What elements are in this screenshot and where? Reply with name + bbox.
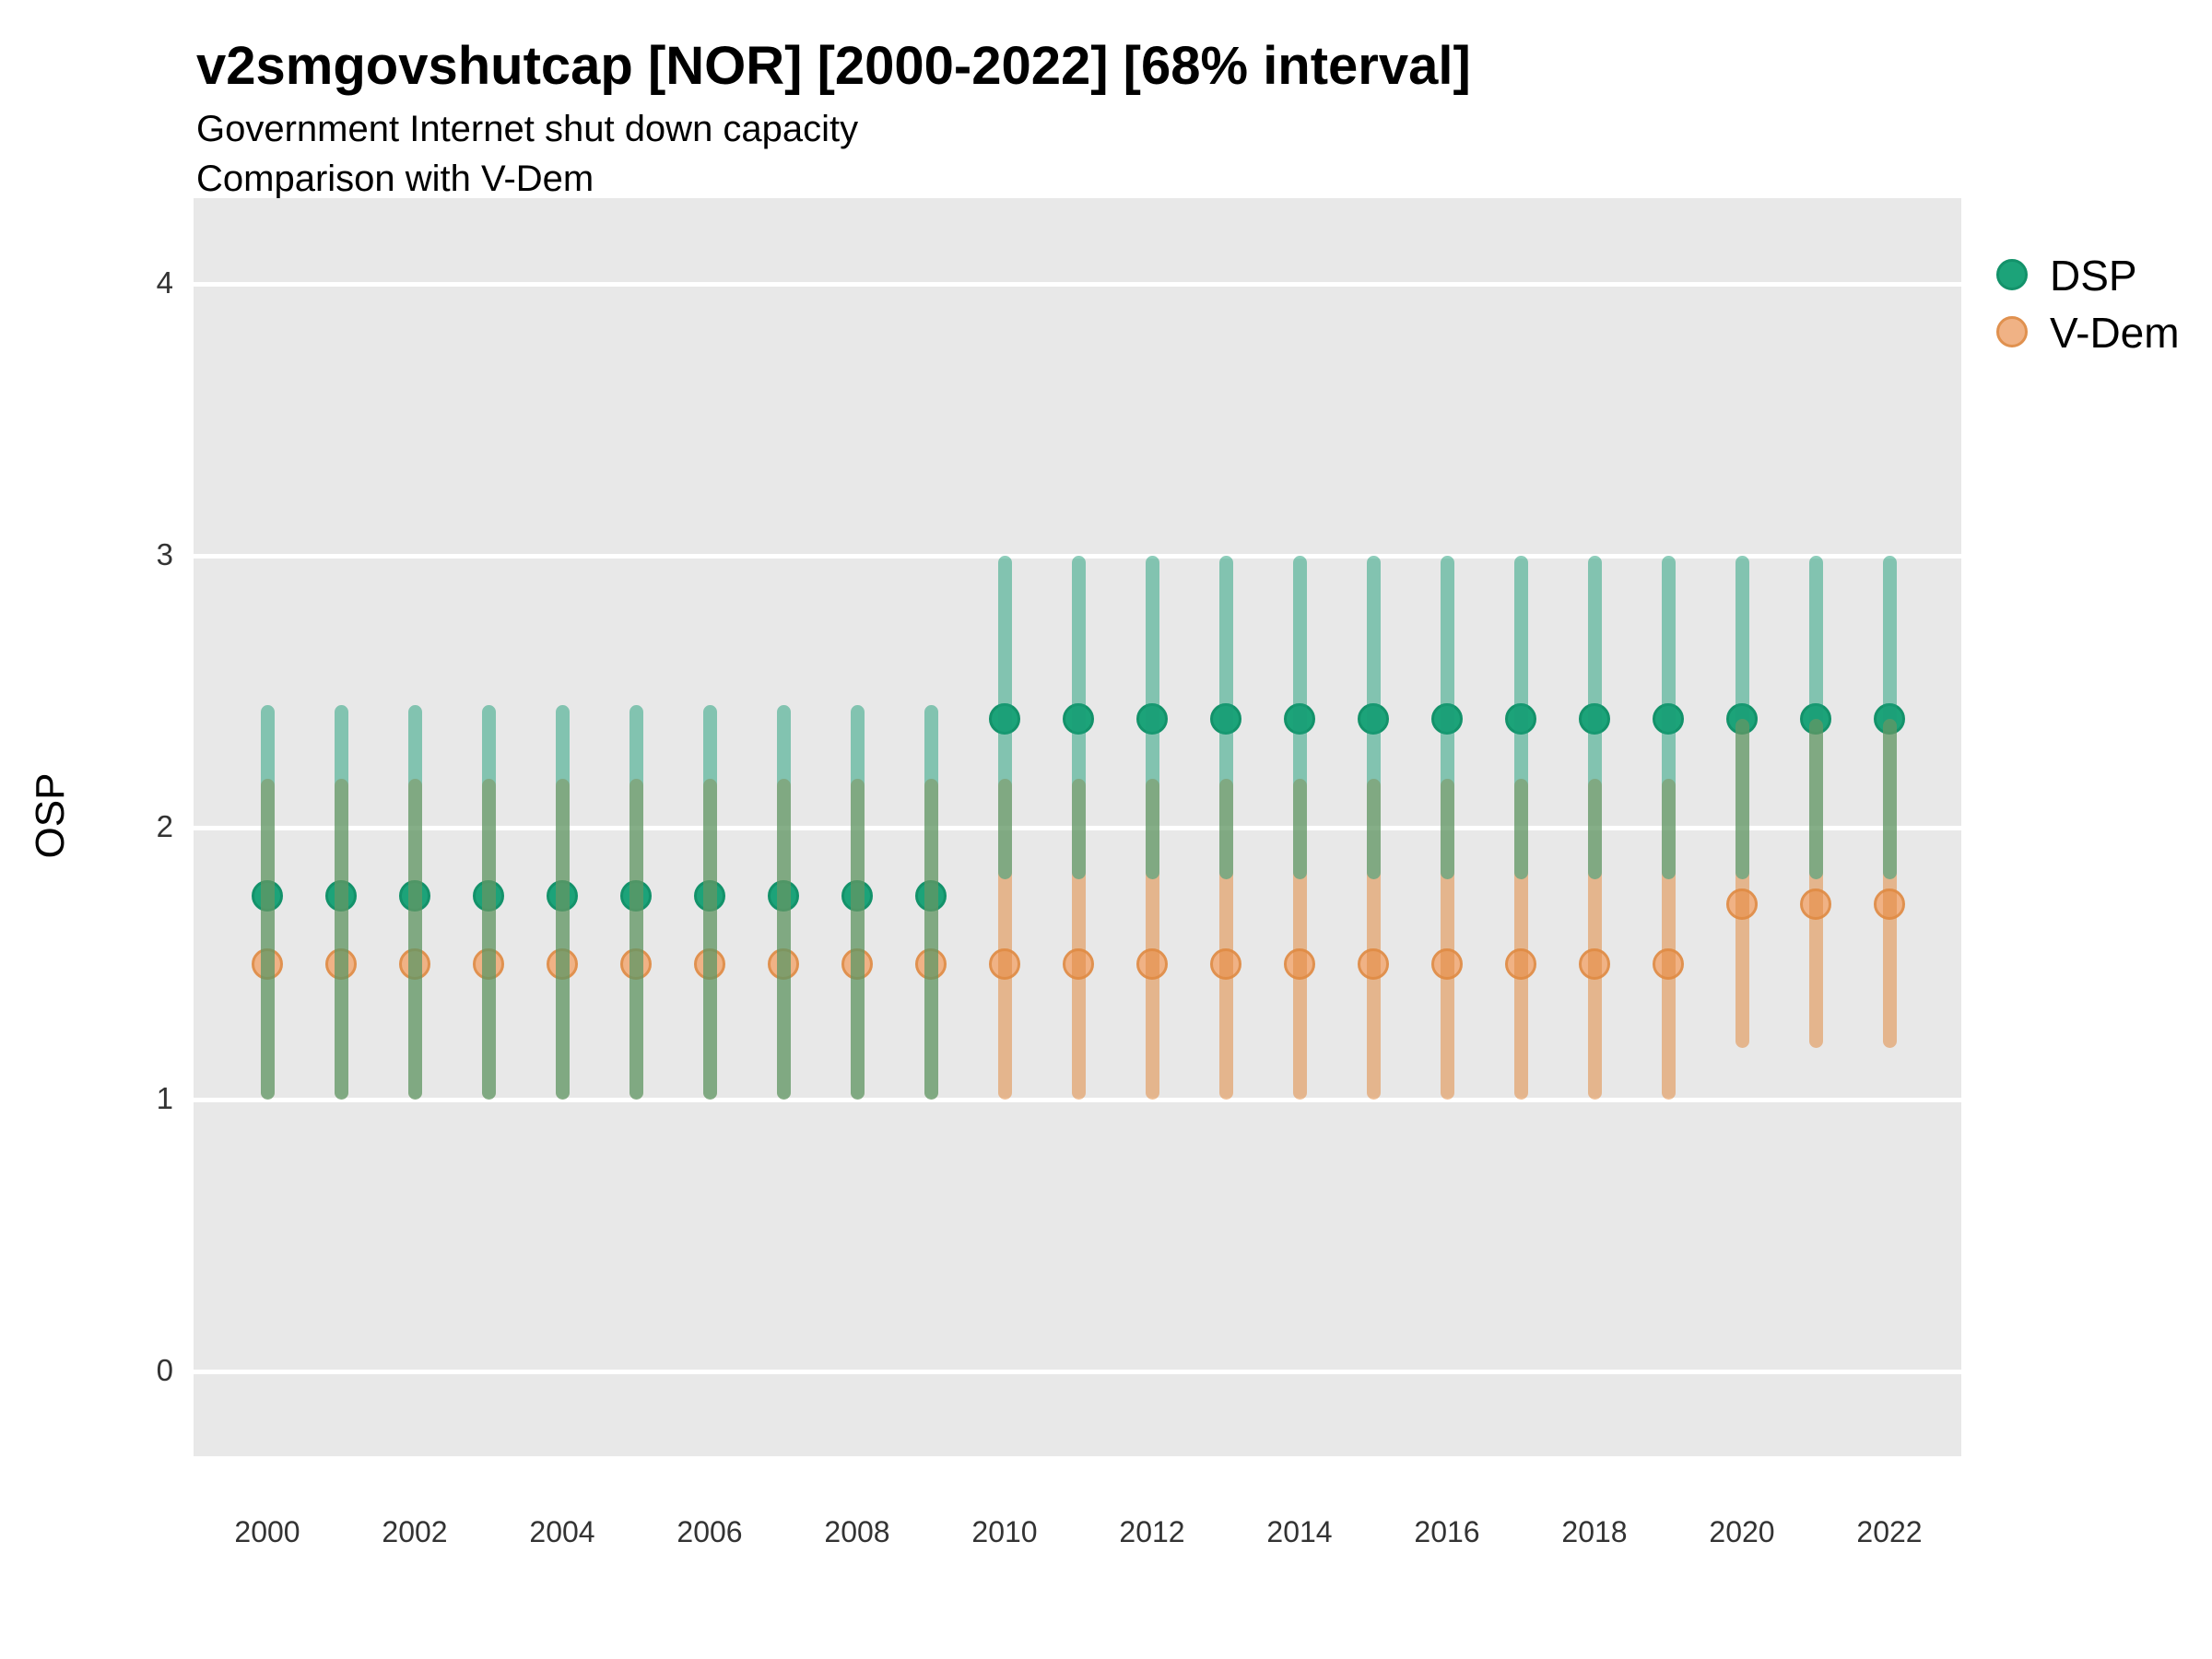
dsp-interval-2016 [1440,556,1454,880]
dsp-interval-2014 [1292,556,1307,880]
dsp-interval-2007 [776,705,791,1100]
gridline-y-1 [194,1097,1961,1102]
x-tick-label-2010: 2010 [971,1515,1038,1548]
x-tick-label-2002: 2002 [382,1515,448,1548]
legend-vdem-dot [1996,316,2028,347]
dsp-interval-2000 [260,705,275,1100]
x-tick-label-2008: 2008 [824,1515,890,1548]
y-tick-label-4: 4 [156,265,173,300]
x-tick-label-2014: 2014 [1266,1515,1333,1548]
dsp-interval-2018 [1587,556,1602,880]
y-tick-label-1: 1 [156,1081,173,1115]
chart-subtitle: Government Internet shut down capacity [196,109,859,149]
dsp-interval-2019 [1661,556,1676,880]
gridline-y-0 [194,1369,1961,1374]
chart-title: v2smgovshutcap [NOR] [2000-2022] [68% in… [196,36,1471,96]
x-tick-label-2006: 2006 [677,1515,743,1548]
dsp-interval-2021 [1808,556,1823,880]
dsp-interval-2006 [702,705,717,1100]
y-axis-title: OSP [28,772,73,859]
dsp-interval-2013 [1218,556,1233,880]
dsp-interval-2010 [997,556,1012,880]
dsp-interval-2004 [555,705,570,1100]
legend-dsp-label: DSP [2050,252,2137,300]
y-tick-label-3: 3 [156,537,173,571]
chart-subtitle-comparison: Comparison with V-Dem [196,159,594,199]
dsp-interval-2003 [481,705,496,1100]
x-tick-label-2000: 2000 [234,1515,300,1548]
x-tick-label-2012: 2012 [1119,1515,1185,1548]
dsp-interval-2015 [1366,556,1381,880]
gridline-y-4 [194,281,1961,287]
x-tick-label-2016: 2016 [1414,1515,1480,1548]
dsp-interval-2009 [924,705,938,1100]
x-tick-label-2020: 2020 [1709,1515,1775,1548]
dsp-interval-2005 [629,705,643,1100]
y-tick-label-0: 0 [156,1353,173,1387]
dsp-interval-2002 [407,705,422,1100]
x-tick-label-2004: 2004 [529,1515,595,1548]
dsp-interval-2008 [850,705,865,1100]
dsp-interval-2012 [1145,556,1159,880]
x-tick-label-2018: 2018 [1561,1515,1628,1548]
legend-dsp-dot [1996,259,2028,290]
dsp-interval-2020 [1735,556,1749,880]
dsp-interval-2001 [334,705,348,1100]
dsp-interval-2017 [1513,556,1528,880]
legend-vdem-label: V-Dem [2050,309,2180,357]
y-tick-label-2: 2 [156,809,173,843]
dsp-interval-2011 [1071,556,1086,880]
dsp-interval-2022 [1882,556,1897,880]
x-tick-label-2022: 2022 [1856,1515,1923,1548]
